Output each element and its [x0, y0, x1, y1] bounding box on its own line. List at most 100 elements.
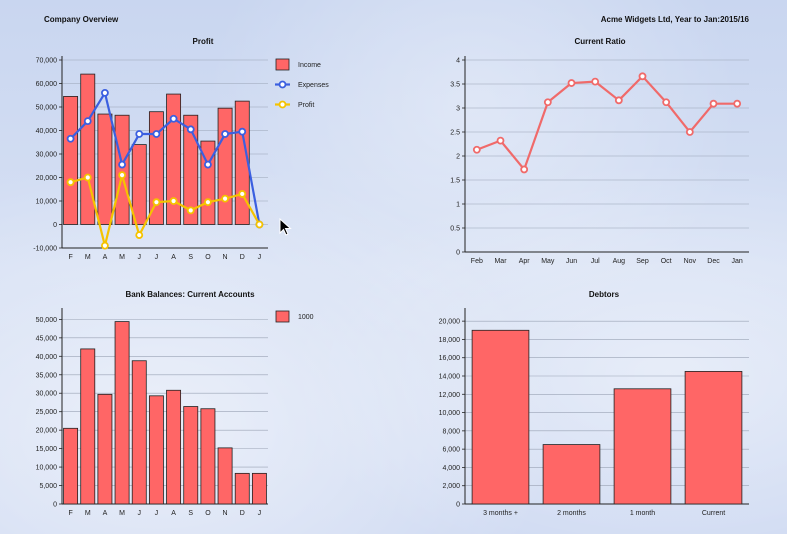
data-point	[135, 231, 144, 239]
data-point	[169, 114, 178, 123]
y-tick-label: 15,000	[36, 446, 58, 453]
data-point	[186, 125, 195, 134]
x-tick-label: O	[205, 510, 211, 517]
legend-swatch	[275, 310, 290, 323]
data-point	[255, 220, 264, 229]
y-tick-label: 0	[53, 502, 57, 509]
x-tick-label: Oct	[661, 258, 672, 265]
y-tick-label: 0	[456, 250, 460, 257]
x-tick-label: Jul	[591, 258, 600, 265]
legend-label: Income	[298, 62, 321, 69]
y-tick-label: 16,000	[439, 355, 461, 362]
x-tick-label: N	[223, 510, 228, 517]
chart-title: Profit	[193, 37, 214, 46]
y-tick-label: 0.5	[450, 226, 460, 233]
y-tick-label: 35,000	[36, 372, 58, 379]
bar	[200, 408, 216, 505]
x-tick-label: Mar	[494, 258, 507, 265]
data-point	[169, 197, 178, 205]
x-tick-label: 2 months	[557, 510, 586, 517]
x-tick-label: Sep	[636, 258, 649, 265]
x-tick-label: Apr	[519, 258, 531, 265]
data-point	[186, 206, 195, 215]
legend-swatch	[278, 80, 287, 89]
legend-swatch	[278, 100, 287, 109]
chart-title: Current Ratio	[574, 37, 625, 46]
x-tick-label: S	[188, 254, 193, 261]
y-tick-label: -10,000	[33, 246, 57, 253]
bar	[166, 93, 182, 225]
legend-label: Expenses	[298, 82, 329, 89]
data-point	[238, 127, 247, 136]
y-tick-label: 60,000	[36, 81, 58, 88]
x-tick-label: Feb	[471, 258, 483, 265]
bar	[97, 113, 113, 225]
y-tick-label: 30,000	[36, 152, 58, 159]
y-tick-label: 3.5	[450, 82, 460, 89]
bar	[613, 388, 672, 505]
y-tick-label: 12,000	[439, 392, 461, 399]
mouse-cursor-icon	[279, 218, 292, 236]
company-period-label: Acme Widgets Ltd, Year to Jan:2015/16	[600, 15, 749, 24]
data-point	[152, 130, 161, 138]
x-tick-label: Nov	[684, 258, 697, 265]
data-point	[83, 173, 92, 182]
bar	[80, 73, 96, 225]
data-point	[638, 72, 647, 81]
bar	[251, 472, 267, 505]
y-tick-label: 3	[456, 106, 460, 113]
y-tick-label: 6,000	[442, 447, 460, 454]
x-tick-label: J	[138, 510, 142, 517]
y-tick-label: 45,000	[36, 335, 58, 342]
y-tick-label: 0	[53, 222, 57, 229]
bar	[542, 444, 601, 505]
bar	[114, 114, 130, 225]
y-tick-label: 50,000	[36, 105, 58, 112]
x-tick-label: M	[119, 510, 125, 517]
x-tick-label: D	[240, 510, 245, 517]
x-tick-label: F	[68, 254, 72, 261]
data-point	[204, 160, 212, 169]
x-tick-label: 1 month	[630, 510, 655, 517]
x-tick-label: A	[171, 510, 176, 517]
x-tick-label: M	[85, 254, 91, 261]
data-point	[221, 130, 229, 138]
data-point	[472, 145, 481, 154]
data-point	[591, 77, 600, 86]
x-tick-label: Current	[702, 510, 725, 517]
y-tick-label: 2.5	[450, 130, 460, 137]
y-tick-label: 2	[456, 154, 460, 161]
y-tick-label: 14,000	[439, 374, 461, 381]
bar	[131, 144, 147, 225]
data-point	[221, 194, 229, 203]
data-point	[685, 128, 694, 136]
legend-swatch	[275, 58, 290, 71]
data-point	[204, 198, 212, 207]
x-tick-label: A	[103, 254, 108, 261]
bar	[114, 321, 130, 505]
y-tick-label: 20,000	[36, 175, 58, 182]
x-tick-label: A	[171, 254, 176, 261]
bar	[148, 395, 164, 505]
y-tick-label: 10,000	[36, 199, 58, 206]
x-tick-label: May	[541, 258, 555, 265]
data-point	[152, 198, 161, 207]
data-point	[496, 136, 505, 145]
bar	[63, 96, 79, 225]
x-tick-label: A	[103, 510, 108, 517]
bar	[148, 111, 164, 225]
y-tick-label: 5,000	[39, 483, 57, 490]
bar	[183, 406, 199, 505]
data-point	[614, 96, 623, 105]
data-point	[66, 134, 75, 143]
data-point	[135, 130, 144, 138]
data-point	[118, 160, 126, 169]
x-tick-label: Dec	[707, 258, 720, 265]
bar	[97, 393, 113, 505]
y-tick-label: 10,000	[36, 465, 58, 472]
y-tick-label: 50,000	[36, 317, 58, 324]
y-tick-label: 30,000	[36, 391, 58, 398]
data-point	[66, 178, 75, 187]
data-point	[238, 190, 247, 198]
bar	[183, 114, 199, 225]
